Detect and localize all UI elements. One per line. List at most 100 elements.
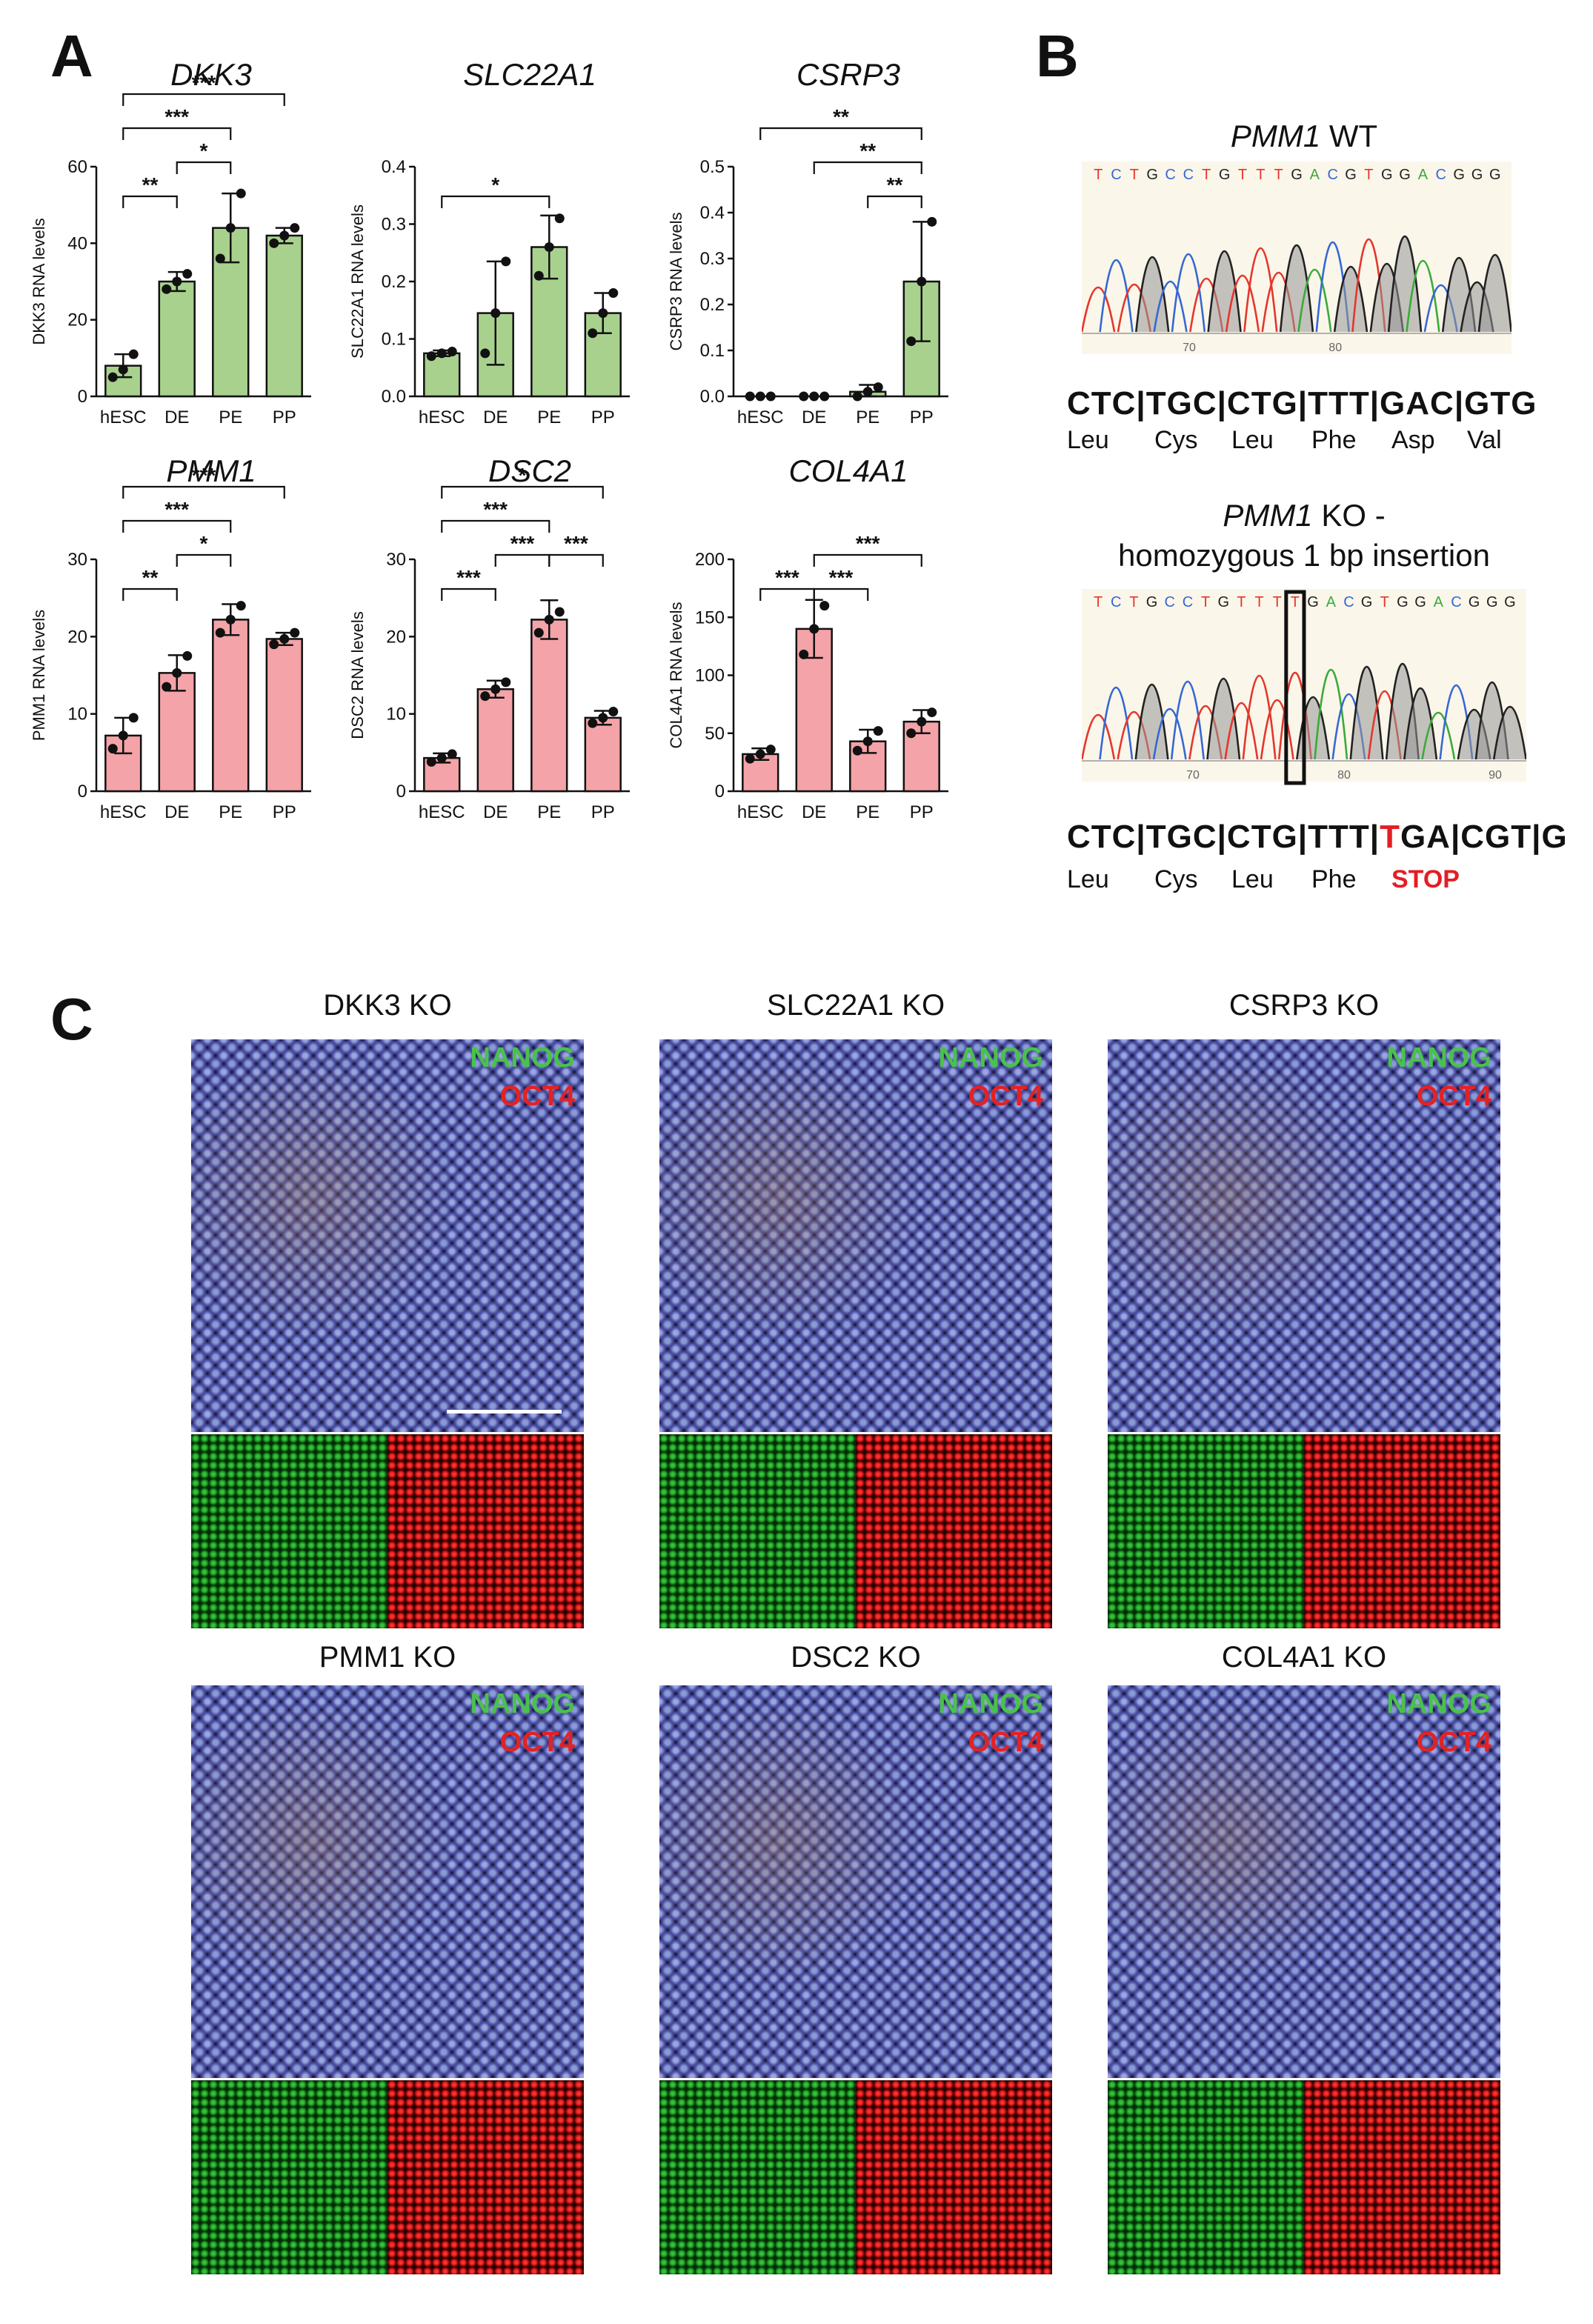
y-tick-label: 150 (695, 607, 725, 627)
microscopy-image: NANOG OCT4 (659, 1685, 1052, 2274)
base-call: G (1291, 167, 1303, 183)
y-tick-label: 30 (386, 550, 406, 570)
trace-peak (1099, 259, 1134, 333)
oct4-channel-image (1304, 2080, 1500, 2274)
data-point (162, 682, 172, 692)
trace-peak (1243, 247, 1278, 333)
x-tick-label: PP (591, 802, 615, 822)
trace-peak (1314, 669, 1348, 760)
microscopy-image: NANOG OCT4 (191, 1039, 584, 1628)
base-call: T (1380, 594, 1389, 610)
base-call: T (1364, 167, 1373, 183)
trace-peak (1387, 236, 1423, 333)
y-tick-label: 0.2 (700, 295, 725, 315)
significance-label: *** (564, 532, 588, 555)
y-axis-label: CSRP3 RNA levels (667, 212, 685, 350)
y-tick-label: 0.2 (382, 272, 406, 292)
chart-title: DKK3 (170, 57, 252, 92)
data-point (225, 223, 236, 233)
oct4-label: OCT4 (499, 1727, 575, 1758)
amino-acid: Val (1467, 426, 1502, 454)
microscopy-image: NANOG OCT4 (659, 1039, 1052, 1628)
base-call: T (1130, 167, 1139, 183)
merged-channel-image (659, 1039, 1052, 1432)
significance-label: *** (511, 532, 535, 555)
y-tick-label: 0 (715, 782, 725, 802)
data-point (873, 726, 883, 736)
significance-label: *** (164, 498, 189, 521)
y-tick-label: 100 (695, 666, 725, 686)
ko-panel-title: COL4A1 KO (1221, 1641, 1387, 1674)
nanog-channel-image (191, 2080, 388, 2274)
data-point (554, 213, 565, 224)
nanog-label: NANOG (1386, 1688, 1491, 1719)
y-axis-label: SLC22A1 RNA levels (348, 204, 367, 359)
nanog-channel-image (659, 1434, 856, 1628)
data-point (290, 223, 300, 233)
significance-label: * (200, 139, 208, 162)
merged-channel-image (191, 1685, 584, 2078)
data-point (215, 627, 225, 638)
significance-bracket (176, 161, 232, 174)
nanog-label: NANOG (938, 1688, 1043, 1719)
significance-label: ** (833, 105, 849, 128)
x-tick-label: hESC (737, 407, 784, 427)
oct4-label: OCT4 (968, 1081, 1043, 1112)
base-call: G (1504, 594, 1516, 610)
data-point (426, 756, 436, 767)
data-point (906, 728, 917, 739)
chart-title: CSRP3 (796, 57, 900, 92)
data-point (436, 753, 447, 763)
ko-panel-title: DKK3 KO (323, 989, 452, 1022)
trace-axis-tick: 80 (1337, 769, 1351, 782)
trace-peak (1099, 687, 1134, 760)
data-point (480, 691, 490, 702)
bar (531, 619, 568, 793)
ko-chromatogram: T C T G C C T G T T T T G A C G T G G A C G G G70 80 90 (1082, 589, 1526, 785)
data-point (118, 364, 128, 375)
oct4-channel-image (388, 2080, 584, 2274)
y-tick-label: 20 (386, 627, 406, 647)
wt-codons: CTC|TGC|CTG|TTT|GAC|GTG (1067, 385, 1537, 422)
y-tick-label: 0.0 (382, 387, 406, 407)
y-tick-label: 40 (67, 233, 87, 253)
significance-bracket (176, 553, 232, 567)
wt-gene-name: PMM1 (1230, 119, 1321, 153)
data-point (128, 349, 139, 359)
x-tick-label: PP (273, 407, 296, 427)
data-point (906, 336, 917, 347)
base-call: G (1397, 594, 1409, 610)
nanog-channel-image (659, 2080, 856, 2274)
ko-amino-acids: Leu Cys Leu Phe STOP (1067, 865, 1541, 902)
y-tick-label: 50 (705, 724, 725, 744)
chart-slc22a1: SLC22A1 SLC22A1 RNA levels 0.0 0.1 0.2 0.3 0.4… (348, 57, 630, 427)
y-tick-label: 10 (67, 705, 87, 725)
ko-inserted-base: T (1380, 819, 1400, 855)
data-point (490, 308, 501, 319)
data-point (107, 372, 118, 382)
x-tick-label: DE (483, 407, 508, 427)
trace-peak (1171, 253, 1206, 333)
oct4-channel-image (856, 2080, 1052, 2274)
data-point (799, 649, 809, 659)
trace-peak (1242, 674, 1277, 760)
base-call: G (1146, 167, 1158, 183)
data-point (852, 745, 862, 756)
x-tick-label: DE (164, 407, 189, 427)
y-axis-label: COL4A1 RNA levels (667, 602, 685, 748)
trace-axis-tick: 70 (1186, 769, 1200, 782)
trace-peak (1170, 680, 1205, 760)
significance-bracket (813, 587, 869, 601)
significance-bracket (122, 587, 178, 601)
significance-label: ** (142, 173, 159, 196)
significance-bracket (441, 195, 551, 208)
data-point (799, 391, 809, 402)
x-tick-label: PP (273, 802, 296, 822)
data-point (608, 707, 619, 717)
x-tick-label: PE (537, 407, 561, 427)
data-point (809, 391, 819, 402)
base-call: C (1111, 594, 1121, 610)
significance-label: ** (887, 173, 903, 196)
chart-title: COL4A1 (788, 453, 908, 488)
